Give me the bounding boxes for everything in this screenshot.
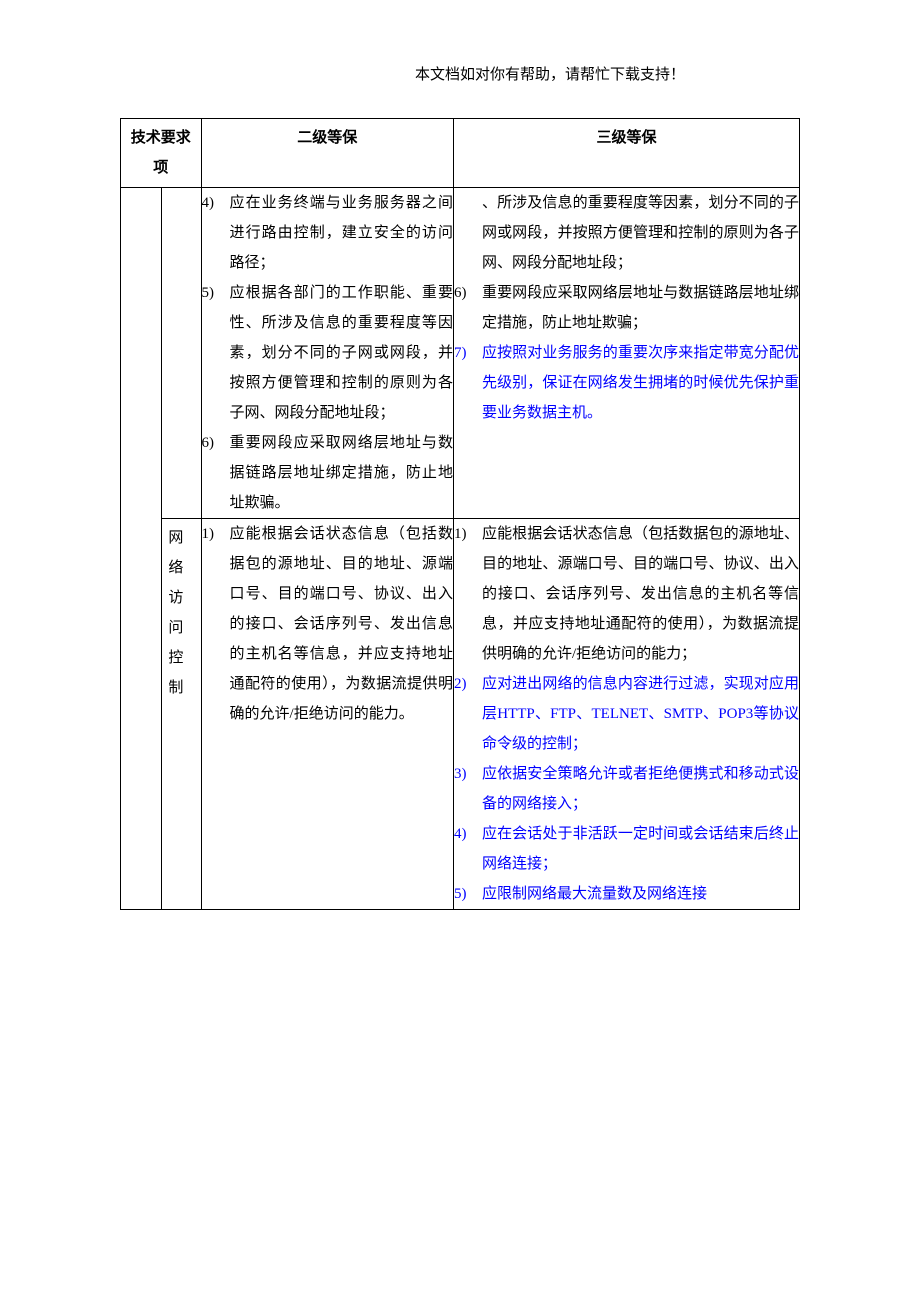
list-item: 6)重要网段应采取网络层地址与数据链路层地址绑定措施，防止地址欺骗。: [202, 428, 453, 518]
subcategory-cell: 网络访问控制: [162, 519, 201, 910]
list-text: 应依据安全策略允许或者拒绝便携式和移动式设备的网络接入；: [482, 759, 799, 819]
list-text: 应根据各部门的工作职能、重要性、所涉及信息的重要程度等因素，划分不同的子网或网段…: [230, 278, 453, 428]
header-tech-req: 技术要求 项: [121, 119, 202, 188]
list-text: 应对进出网络的信息内容进行过滤，实现对应用层HTTP、FTP、TELNET、SM…: [482, 669, 799, 759]
comparison-table: 技术要求 项 二级等保 三级等保 4)应在业务终端与业务服务器之间进行路由控制，…: [120, 118, 800, 910]
subcat-char: 网: [168, 523, 194, 553]
header-note: 本文档如对你有帮助，请帮忙下载支持！: [120, 60, 800, 90]
level2-cell: 1)应能根据会话状态信息（包括数据包的源地址、目的地址、源端口号、目的端口号、协…: [201, 519, 453, 910]
header-tech-line1: 技术要求: [123, 123, 199, 153]
list-text: 应在会话处于非活跃一定时间或会话结束后终止网络连接；: [482, 819, 799, 879]
list-num: 4): [454, 819, 482, 849]
list-item: 3)应依据安全策略允许或者拒绝便携式和移动式设备的网络接入；: [454, 759, 799, 819]
list-item: 6)重要网段应采取网络层地址与数据链路层地址绑定措施，防止地址欺骗；: [454, 278, 799, 338]
list-num: 6): [202, 428, 230, 458]
list-num: 1): [202, 519, 230, 549]
list-num: 4): [202, 188, 230, 218]
list-text: 应限制网络最大流量数及网络连接: [482, 879, 799, 909]
list-num: 2): [454, 669, 482, 699]
list-num: 1): [454, 519, 482, 549]
list-num: 7): [454, 338, 482, 368]
subcat-char: 控: [168, 643, 194, 673]
list-num: 3): [454, 759, 482, 789]
list-item-continuation: 、所涉及信息的重要程度等因素，划分不同的子网或网段，并按照方便管理和控制的原则为…: [454, 188, 799, 278]
level3-cell: 、所涉及信息的重要程度等因素，划分不同的子网或网段，并按照方便管理和控制的原则为…: [453, 188, 799, 519]
list-text: 重要网段应采取网络层地址与数据链路层地址绑定措施，防止地址欺骗。: [230, 428, 453, 518]
list-text: 应能根据会话状态信息（包括数据包的源地址、目的地址、源端口号、目的端口号、协议、…: [482, 519, 799, 669]
list-num: 6): [454, 278, 482, 308]
list-text: 应按照对业务服务的重要次序来指定带宽分配优先级别，保证在网络发生拥堵的时候优先保…: [482, 338, 799, 428]
list-text: 、所涉及信息的重要程度等因素，划分不同的子网或网段，并按照方便管理和控制的原则为…: [482, 188, 799, 278]
subcat-char: 络: [168, 553, 194, 583]
list-text: 重要网段应采取网络层地址与数据链路层地址绑定措施，防止地址欺骗；: [482, 278, 799, 338]
list-item: 1)应能根据会话状态信息（包括数据包的源地址、目的地址、源端口号、目的端口号、协…: [202, 519, 453, 729]
list-item: 7)应按照对业务服务的重要次序来指定带宽分配优先级别，保证在网络发生拥堵的时候优…: [454, 338, 799, 428]
tech-category-cell: [121, 188, 162, 910]
table-row: 网络访问控制1)应能根据会话状态信息（包括数据包的源地址、目的地址、源端口号、目…: [121, 519, 800, 910]
list-num: 5): [454, 879, 482, 909]
header-level2: 二级等保: [201, 119, 453, 188]
level2-cell: 4)应在业务终端与业务服务器之间进行路由控制，建立安全的访问路径；5)应根据各部…: [201, 188, 453, 519]
list-item: 4)应在业务终端与业务服务器之间进行路由控制，建立安全的访问路径；: [202, 188, 453, 278]
list-num: 5): [202, 278, 230, 308]
subcat-char: 问: [168, 613, 194, 643]
subcat-char: 制: [168, 673, 194, 703]
level3-cell: 1)应能根据会话状态信息（包括数据包的源地址、目的地址、源端口号、目的端口号、协…: [453, 519, 799, 910]
list-item: 4)应在会话处于非活跃一定时间或会话结束后终止网络连接；: [454, 819, 799, 879]
header-level3: 三级等保: [453, 119, 799, 188]
list-text: 应在业务终端与业务服务器之间进行路由控制，建立安全的访问路径；: [230, 188, 453, 278]
table-row: 4)应在业务终端与业务服务器之间进行路由控制，建立安全的访问路径；5)应根据各部…: [121, 188, 800, 519]
list-item: 2)应对进出网络的信息内容进行过滤，实现对应用层HTTP、FTP、TELNET、…: [454, 669, 799, 759]
list-text: 应能根据会话状态信息（包括数据包的源地址、目的地址、源端口号、目的端口号、协议、…: [230, 519, 453, 729]
list-item: 5)应根据各部门的工作职能、重要性、所涉及信息的重要程度等因素，划分不同的子网或…: [202, 278, 453, 428]
list-item: 1)应能根据会话状态信息（包括数据包的源地址、目的地址、源端口号、目的端口号、协…: [454, 519, 799, 669]
table-header-row: 技术要求 项 二级等保 三级等保: [121, 119, 800, 188]
header-tech-line2: 项: [123, 153, 199, 183]
subcategory-cell: [162, 188, 201, 519]
list-item: 5)应限制网络最大流量数及网络连接: [454, 879, 799, 909]
subcat-char: 访: [168, 583, 194, 613]
